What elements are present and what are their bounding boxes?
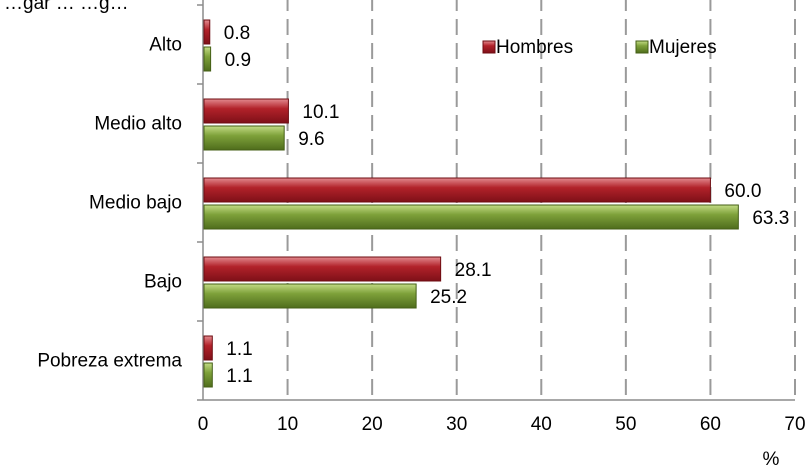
- legend-label-hombres: Hombres: [496, 37, 573, 58]
- x-tick-label-60: 60: [700, 414, 721, 435]
- bar-mujeres: [203, 125, 285, 151]
- x-tick-label-20: 20: [362, 414, 383, 435]
- x-unit-label: %: [763, 449, 780, 470]
- bar-hombres: [203, 177, 711, 203]
- bar-hombres: [203, 19, 211, 45]
- bars: [203, 19, 739, 388]
- category-label: Medio bajo: [89, 193, 182, 214]
- data-label-hombres: 0.8: [224, 23, 250, 44]
- legend-label-mujeres: Mujeres: [649, 37, 717, 58]
- data-label-mujeres: 63.3: [752, 208, 789, 229]
- legend-swatch-hombres: [482, 40, 496, 54]
- x-tick-label-40: 40: [531, 414, 552, 435]
- legend: Hombres Mujeres: [482, 37, 717, 58]
- data-label-mujeres: 25.2: [430, 287, 467, 308]
- x-tick-label-10: 10: [277, 414, 298, 435]
- legend-swatch-mujeres: [635, 40, 649, 54]
- data-label-mujeres: 0.9: [225, 50, 251, 71]
- bar-mujeres: [203, 204, 739, 230]
- x-tick-label-70: 70: [784, 414, 805, 435]
- bar-mujeres: [203, 46, 212, 72]
- labels: …gar … …g… 0 10 20 30 40 50 60 70% Alto 0.8 0.9 Medi…: [4, 0, 806, 470]
- bar-hombres: [203, 98, 289, 124]
- axes: [197, 0, 795, 401]
- data-label-hombres: 28.1: [455, 260, 492, 281]
- bar-mujeres: [203, 362, 213, 388]
- bar-hombres: [203, 335, 213, 361]
- category-label: Bajo: [144, 272, 182, 293]
- x-tick-label-50: 50: [615, 414, 636, 435]
- category-label: Alto: [149, 35, 182, 56]
- data-label-mujeres: 9.6: [298, 129, 324, 150]
- category-label: Pobreza extrema: [37, 351, 182, 372]
- bar-hombres: [203, 256, 442, 282]
- data-label-hombres: 10.1: [302, 102, 339, 123]
- x-tick-label-0: 0: [198, 414, 209, 435]
- data-label-mujeres: 1.1: [226, 366, 252, 387]
- category-label: Medio alto: [94, 114, 182, 135]
- data-label-hombres: 1.1: [226, 339, 252, 360]
- x-tick-label-30: 30: [446, 414, 467, 435]
- data-label-hombres: 60.0: [724, 181, 761, 202]
- bar-mujeres: [203, 283, 417, 309]
- chart-title-partial: …gar … …g…: [4, 0, 129, 14]
